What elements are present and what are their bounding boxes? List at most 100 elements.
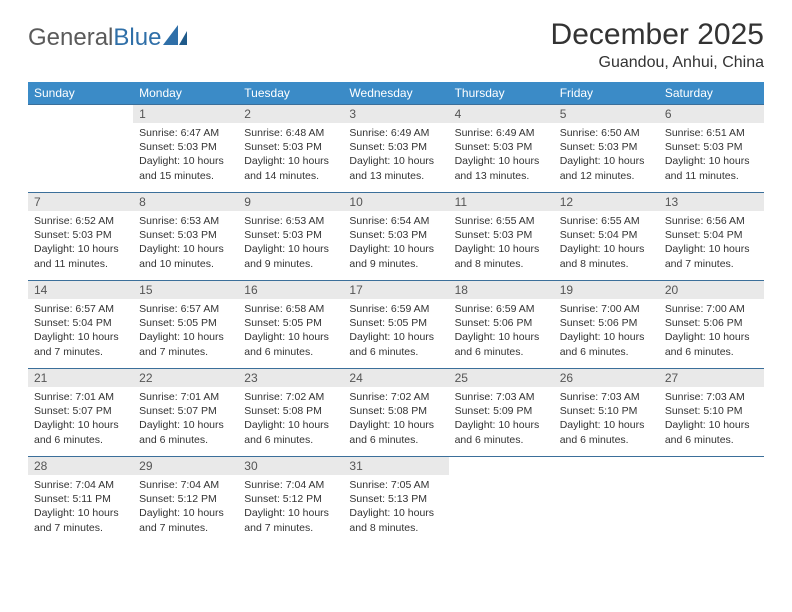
daylight-line: Daylight: 10 hours and 6 minutes. (455, 330, 548, 358)
sunrise-line: Sunrise: 6:55 AM (560, 214, 653, 228)
sunrise-line: Sunrise: 6:54 AM (349, 214, 442, 228)
sunrise-line: Sunrise: 6:47 AM (139, 126, 232, 140)
sunrise-line: Sunrise: 6:49 AM (455, 126, 548, 140)
sunset-line: Sunset: 5:12 PM (139, 492, 232, 506)
day-number: 18 (449, 281, 554, 299)
sunrise-line: Sunrise: 7:02 AM (244, 390, 337, 404)
day-text: Sunrise: 6:55 AMSunset: 5:04 PMDaylight:… (554, 211, 659, 275)
daylight-line: Daylight: 10 hours and 7 minutes. (244, 506, 337, 534)
daylight-line: Daylight: 10 hours and 6 minutes. (349, 418, 442, 446)
day-text: Sunrise: 6:49 AMSunset: 5:03 PMDaylight:… (449, 123, 554, 187)
sunset-line: Sunset: 5:06 PM (455, 316, 548, 330)
day-number: 31 (343, 457, 448, 475)
daylight-line: Daylight: 10 hours and 6 minutes. (244, 330, 337, 358)
sunrise-line: Sunrise: 7:05 AM (349, 478, 442, 492)
sunrise-line: Sunrise: 6:56 AM (665, 214, 758, 228)
sunset-line: Sunset: 5:06 PM (560, 316, 653, 330)
daylight-line: Daylight: 10 hours and 6 minutes. (665, 418, 758, 446)
day-text: Sunrise: 7:03 AMSunset: 5:10 PMDaylight:… (554, 387, 659, 451)
calendar-cell: 5Sunrise: 6:50 AMSunset: 5:03 PMDaylight… (554, 105, 659, 193)
day-number: 30 (238, 457, 343, 475)
sunset-line: Sunset: 5:03 PM (665, 140, 758, 154)
daylight-line: Daylight: 10 hours and 11 minutes. (34, 242, 127, 270)
calendar-cell: 8Sunrise: 6:53 AMSunset: 5:03 PMDaylight… (133, 193, 238, 281)
sunset-line: Sunset: 5:04 PM (34, 316, 127, 330)
day-text: Sunrise: 6:53 AMSunset: 5:03 PMDaylight:… (238, 211, 343, 275)
daylight-line: Daylight: 10 hours and 13 minutes. (455, 154, 548, 182)
sunrise-line: Sunrise: 7:04 AM (139, 478, 232, 492)
daylight-line: Daylight: 10 hours and 6 minutes. (139, 418, 232, 446)
day-text: Sunrise: 7:03 AMSunset: 5:09 PMDaylight:… (449, 387, 554, 451)
month-title: December 2025 (551, 18, 764, 52)
sunset-line: Sunset: 5:09 PM (455, 404, 548, 418)
day-number: 1 (133, 105, 238, 123)
calendar-cell (449, 457, 554, 545)
calendar-week-row: 28Sunrise: 7:04 AMSunset: 5:11 PMDayligh… (28, 457, 764, 545)
weekday-row: SundayMondayTuesdayWednesdayThursdayFrid… (28, 82, 764, 105)
day-text: Sunrise: 6:47 AMSunset: 5:03 PMDaylight:… (133, 123, 238, 187)
daylight-line: Daylight: 10 hours and 6 minutes. (349, 330, 442, 358)
day-text: Sunrise: 6:53 AMSunset: 5:03 PMDaylight:… (133, 211, 238, 275)
day-number: 14 (28, 281, 133, 299)
sunset-line: Sunset: 5:03 PM (244, 140, 337, 154)
sunrise-line: Sunrise: 6:55 AM (455, 214, 548, 228)
day-number: 16 (238, 281, 343, 299)
day-text: Sunrise: 7:00 AMSunset: 5:06 PMDaylight:… (554, 299, 659, 363)
sunrise-line: Sunrise: 6:53 AM (139, 214, 232, 228)
sunset-line: Sunset: 5:03 PM (244, 228, 337, 242)
calendar-cell: 10Sunrise: 6:54 AMSunset: 5:03 PMDayligh… (343, 193, 448, 281)
sunrise-line: Sunrise: 7:01 AM (139, 390, 232, 404)
day-number: 28 (28, 457, 133, 475)
sunset-line: Sunset: 5:11 PM (34, 492, 127, 506)
calendar-cell (659, 457, 764, 545)
calendar-body: 1Sunrise: 6:47 AMSunset: 5:03 PMDaylight… (28, 105, 764, 545)
sunset-line: Sunset: 5:12 PM (244, 492, 337, 506)
day-text: Sunrise: 6:59 AMSunset: 5:06 PMDaylight:… (449, 299, 554, 363)
day-text: Sunrise: 7:01 AMSunset: 5:07 PMDaylight:… (28, 387, 133, 451)
daylight-line: Daylight: 10 hours and 7 minutes. (34, 506, 127, 534)
day-text: Sunrise: 6:52 AMSunset: 5:03 PMDaylight:… (28, 211, 133, 275)
sunrise-line: Sunrise: 6:57 AM (34, 302, 127, 316)
day-number: 22 (133, 369, 238, 387)
sunset-line: Sunset: 5:05 PM (244, 316, 337, 330)
sunset-line: Sunset: 5:03 PM (349, 140, 442, 154)
calendar-cell: 12Sunrise: 6:55 AMSunset: 5:04 PMDayligh… (554, 193, 659, 281)
sunrise-line: Sunrise: 6:53 AM (244, 214, 337, 228)
calendar-week-row: 1Sunrise: 6:47 AMSunset: 5:03 PMDaylight… (28, 105, 764, 193)
brand-part2: Blue (113, 24, 161, 52)
sunrise-line: Sunrise: 6:52 AM (34, 214, 127, 228)
sunset-line: Sunset: 5:05 PM (349, 316, 442, 330)
daylight-line: Daylight: 10 hours and 7 minutes. (665, 242, 758, 270)
sunset-line: Sunset: 5:04 PM (560, 228, 653, 242)
sunrise-line: Sunrise: 7:00 AM (665, 302, 758, 316)
day-number: 3 (343, 105, 448, 123)
calendar-cell: 23Sunrise: 7:02 AMSunset: 5:08 PMDayligh… (238, 369, 343, 457)
header: GeneralBlue December 2025 Guandou, Anhui… (28, 18, 764, 72)
sunrise-line: Sunrise: 7:04 AM (34, 478, 127, 492)
weekday-header: Sunday (28, 82, 133, 105)
calendar-cell: 20Sunrise: 7:00 AMSunset: 5:06 PMDayligh… (659, 281, 764, 369)
day-text (449, 475, 554, 482)
calendar-week-row: 14 Sunrise: 6:57 AMSunset: 5:04 PM Dayligh… (28, 281, 764, 369)
day-text: Sunrise: 7:04 AMSunset: 5:12 PMDaylight:… (238, 475, 343, 539)
sunset-line: Sunset: 5:03 PM (139, 228, 232, 242)
daylight-line: Daylight: 10 hours and 8 minutes. (349, 506, 442, 534)
sunrise-line: Sunrise: 6:48 AM (244, 126, 337, 140)
location: Guandou, Anhui, China (551, 54, 764, 72)
sunset-line: Sunset: 5:08 PM (244, 404, 337, 418)
day-text: Sunrise: 6:50 AMSunset: 5:03 PMDaylight:… (554, 123, 659, 187)
day-text: Sunrise: 7:05 AMSunset: 5:13 PMDaylight:… (343, 475, 448, 539)
calendar-cell: 17Sunrise: 6:59 AMSunset: 5:05 PMDayligh… (343, 281, 448, 369)
sunrise-line: Sunrise: 7:03 AM (560, 390, 653, 404)
weekday-header: Wednesday (343, 82, 448, 105)
calendar-cell: 3Sunrise: 6:49 AMSunset: 5:03 PMDaylight… (343, 105, 448, 193)
calendar-cell: 21Sunrise: 7:01 AMSunset: 5:07 PMDayligh… (28, 369, 133, 457)
calendar-cell: 28Sunrise: 7:04 AMSunset: 5:11 PMDayligh… (28, 457, 133, 545)
day-text: Sunrise: 7:04 AMSunset: 5:11 PMDaylight:… (28, 475, 133, 539)
sunset-line: Sunset: 5:06 PM (665, 316, 758, 330)
day-text: Sunrise: 7:04 AMSunset: 5:12 PMDaylight:… (133, 475, 238, 539)
calendar-cell: 4Sunrise: 6:49 AMSunset: 5:03 PMDaylight… (449, 105, 554, 193)
sunset-line: Sunset: 5:03 PM (34, 228, 127, 242)
day-text: Sunrise: 6:55 AMSunset: 5:03 PMDaylight:… (449, 211, 554, 275)
daylight-line: Daylight: 10 hours and 9 minutes. (244, 242, 337, 270)
